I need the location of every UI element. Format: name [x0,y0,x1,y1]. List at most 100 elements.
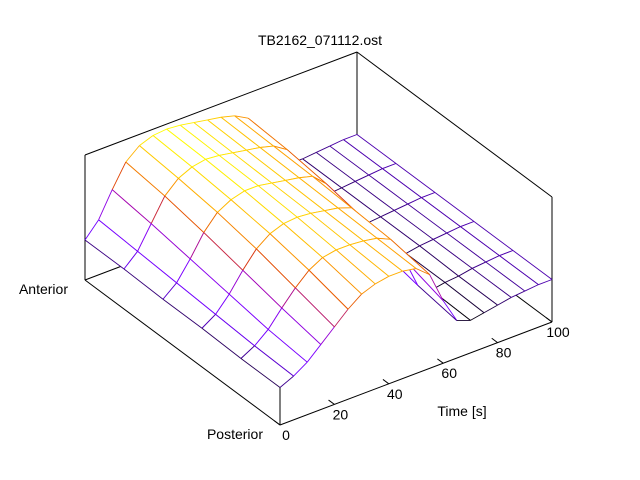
mesh-line [497,297,512,306]
mesh-line [179,124,220,156]
mesh-line [220,116,261,148]
mesh-line [220,115,235,118]
surface-patch [125,145,179,197]
surface-patch [302,152,356,188]
mesh-line [434,192,475,222]
mesh-line [203,232,244,271]
mesh-line [178,166,193,179]
surface-patch [297,213,350,250]
surface-patch [270,223,323,271]
mesh-line [376,237,417,269]
mesh-line [485,255,500,263]
surface-patch [256,233,309,288]
surface-patch [202,314,255,359]
mesh-line [256,233,271,250]
mesh-line [228,293,269,330]
surface-patch [458,268,512,306]
mesh-line [230,190,245,201]
mesh-line [524,284,539,292]
surface-patch [98,189,152,252]
mesh-line [201,314,216,329]
mesh-line [538,279,553,286]
surface-patch [419,239,473,277]
mesh-line [254,345,294,377]
mesh-line [267,329,308,363]
mesh-line [380,210,395,218]
surface-patch [368,168,422,205]
mesh-line [137,223,152,252]
surface-patch [205,155,259,191]
mesh-line [471,268,512,298]
surface-patch [260,146,313,178]
mesh-line [485,261,526,292]
mesh-line [308,257,323,271]
mesh-line [152,135,193,168]
mesh-line [207,116,222,121]
surface-patch [137,223,191,283]
mesh-line [98,189,113,221]
mesh-line [150,195,166,224]
mesh-line [405,245,420,254]
mesh-line [285,180,325,212]
mesh-line [207,119,247,151]
mesh-line [123,268,164,300]
mesh-line [139,135,154,147]
mesh-line [320,326,335,345]
mesh-line [329,145,370,176]
surface-patch [377,238,430,275]
mesh-line [444,282,485,314]
mesh-line [273,145,313,177]
mesh-line [189,258,230,295]
surface-patch [367,216,420,254]
mesh-line [286,149,327,185]
mesh-line [269,233,310,271]
mesh-line [283,216,298,225]
mesh-line [446,226,461,234]
mesh-line [162,282,177,300]
surface-patch [404,259,457,321]
mesh-line [499,255,539,286]
mesh-line [347,293,362,310]
mesh-line [176,282,216,315]
mesh-line [390,239,430,275]
mesh-line [281,287,296,309]
mesh-line [189,232,205,260]
surface-patch [343,134,396,169]
surface-patch [271,180,325,214]
surface-patch [229,270,282,330]
mesh-line [139,145,179,179]
mesh-line [315,152,356,182]
mesh-line [310,210,325,214]
mesh-line [421,197,461,228]
surface-patch [295,270,348,327]
mesh-line [217,212,257,250]
mesh-line [312,175,327,185]
mesh-line [137,250,177,284]
mesh-line [296,216,337,251]
mesh-line [246,147,261,151]
mesh-line [402,268,417,272]
x-tick [382,379,390,385]
mesh-line [203,212,218,233]
mesh-line [376,237,391,240]
mesh-line [271,182,312,214]
mesh-line [483,304,498,314]
surface-patch [176,258,230,315]
surface-patch [258,183,311,218]
surface-patch [164,178,218,233]
mesh-line [444,275,459,283]
mesh-line [191,166,232,201]
y-tick-label: Posterior [207,426,263,442]
mesh-line [242,269,283,309]
mesh-line [271,179,286,184]
mesh-line [297,212,311,218]
mesh-line [415,268,430,276]
mesh-line [230,199,271,235]
surface-patch [338,207,391,240]
mesh-line [191,158,206,168]
mesh-line [382,168,422,199]
mesh-line [256,248,296,289]
mesh-line [98,219,138,252]
x-tick-label: 80 [496,345,512,361]
